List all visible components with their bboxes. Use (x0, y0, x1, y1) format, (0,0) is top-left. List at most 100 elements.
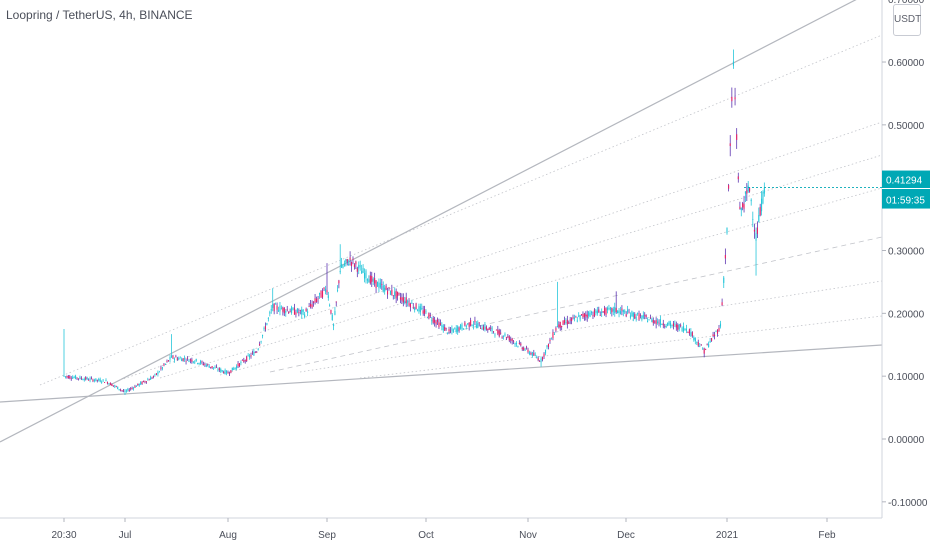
candle-body (275, 303, 277, 305)
candle-body (246, 356, 248, 362)
candle-body (93, 380, 95, 381)
time-tick-label: Dec (617, 530, 635, 541)
candle-body (192, 361, 194, 363)
candle-body (589, 313, 591, 317)
candle-body (537, 358, 539, 361)
candle-body (488, 327, 490, 330)
candle-body (625, 314, 627, 317)
candle-body (592, 315, 594, 317)
candle-body (544, 349, 547, 354)
candle-body (615, 308, 617, 313)
candle-body (198, 362, 200, 364)
candle-body (542, 357, 544, 360)
candle-body (238, 363, 241, 367)
time-tick-label: Aug (219, 530, 237, 541)
candle-body (236, 366, 238, 369)
candle-body (552, 332, 554, 339)
candle-body (231, 367, 233, 371)
candle-body (749, 187, 751, 192)
candle-body (536, 357, 538, 358)
candle-body (384, 287, 386, 292)
candle-body (575, 316, 577, 318)
candle-body (601, 311, 603, 313)
candle-body (249, 355, 251, 358)
candle-body (166, 360, 168, 362)
candle-body (298, 312, 300, 313)
candle-body (432, 318, 434, 323)
last-price-tag: 0.41294 01:59:35 (744, 170, 930, 209)
candle-body (602, 311, 604, 313)
candle-body (482, 326, 485, 330)
candle-body (128, 389, 130, 391)
candle-body (726, 227, 728, 234)
channel-line (269, 236, 883, 373)
candle-body (571, 317, 573, 322)
candle-body (106, 382, 109, 384)
candle-body (352, 258, 354, 260)
candle-body (185, 360, 187, 362)
candle-body (596, 310, 598, 314)
time-tick-label: Nov (519, 530, 537, 541)
candle-body (257, 348, 259, 350)
candle-body (72, 377, 74, 379)
candle-body (490, 327, 492, 329)
candle-body (563, 319, 566, 324)
candle-body (674, 323, 676, 325)
candle-body (688, 329, 690, 334)
lower-trendline (0, 344, 883, 403)
price-tick-label: 0.30000 (888, 247, 925, 258)
candle-body (388, 287, 390, 289)
candle-body (145, 381, 147, 383)
candle-body (114, 385, 116, 387)
candle-body (342, 266, 344, 268)
candle-body (279, 305, 281, 312)
candle-body (428, 312, 430, 319)
candle-body (550, 338, 553, 340)
candle-body (324, 288, 327, 292)
candle-body (655, 319, 657, 325)
candle-body (763, 188, 765, 194)
candle-body (539, 361, 541, 362)
candle-body (150, 377, 152, 380)
candle-body (474, 320, 476, 323)
candle-body (365, 270, 367, 279)
candle-body (494, 334, 496, 336)
candle-body (89, 378, 91, 381)
candle-body (148, 379, 150, 381)
candle-body (675, 324, 677, 328)
candle-body (715, 331, 717, 333)
candle-body (527, 349, 529, 353)
candle-body (755, 233, 757, 241)
candle-body (346, 259, 348, 262)
candle-body (80, 377, 82, 379)
candle-body (439, 323, 441, 325)
candle-body (372, 278, 374, 282)
candle-body (226, 370, 228, 374)
candle-body (671, 324, 673, 326)
candle-body (534, 354, 536, 356)
price-tag-value: 0.41294 (886, 176, 923, 187)
candle-body (744, 191, 746, 194)
candle-body (429, 314, 431, 316)
candle-body (454, 327, 456, 329)
candle-body (631, 311, 633, 317)
candle-body (205, 364, 207, 367)
candle-body (395, 291, 397, 299)
candle-body (585, 314, 587, 317)
candle-body (743, 204, 745, 209)
candle-body (667, 322, 669, 326)
unit-badge[interactable]: USDT (893, 4, 921, 36)
candle-body (223, 371, 225, 374)
candle-body (276, 305, 278, 310)
time-tick-label: Sep (318, 530, 336, 541)
candle-body (169, 357, 171, 360)
candle-body (361, 270, 363, 274)
candle-body (188, 360, 190, 362)
candle-body (573, 317, 575, 320)
candle-body (629, 315, 632, 318)
candle-body (718, 327, 720, 331)
candle-body (524, 349, 526, 351)
candle-body (134, 386, 136, 388)
